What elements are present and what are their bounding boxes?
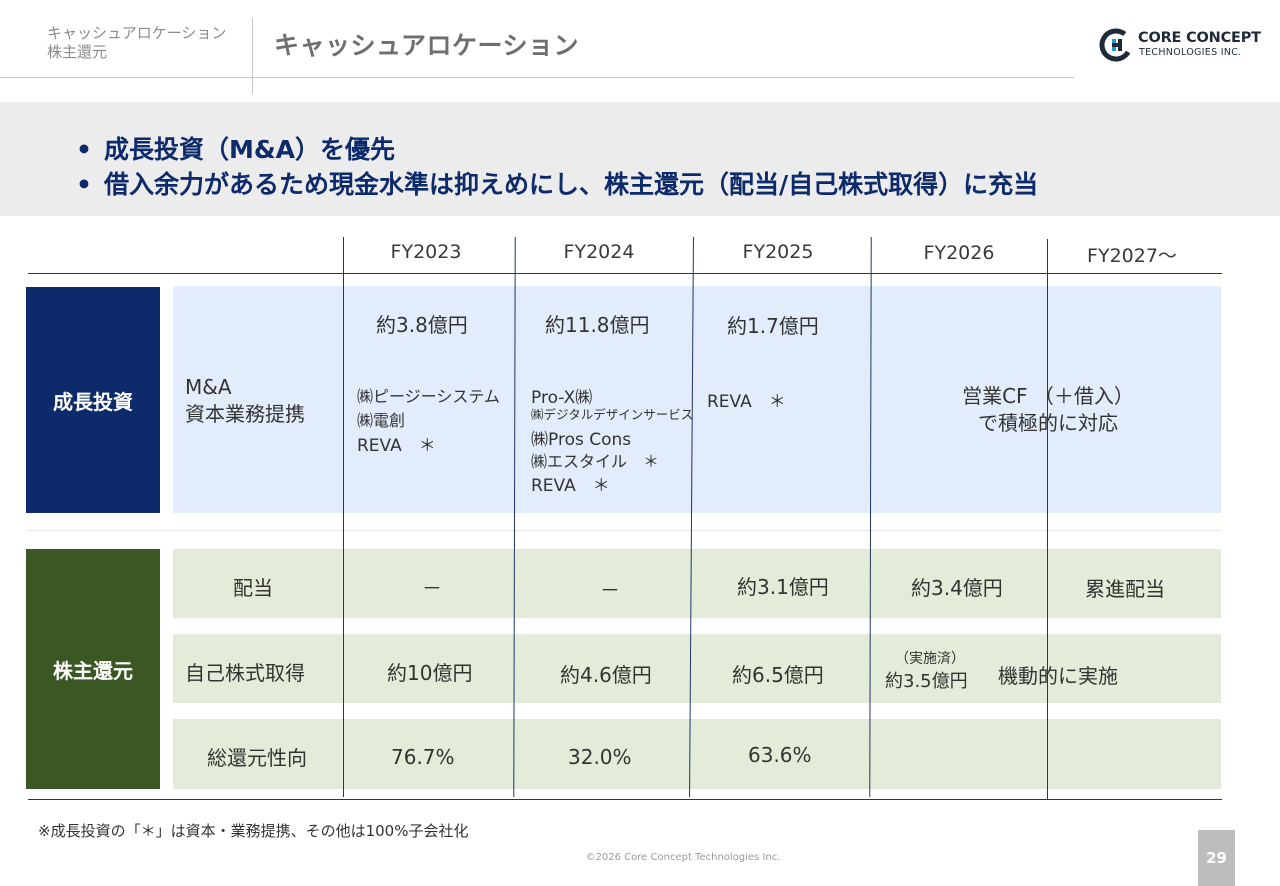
buyback-future: 機動的に実施	[998, 664, 1118, 688]
fy2023-deal-list: ㈱ピージーシステム ㈱電創 REVA ＊	[357, 383, 500, 456]
bullet-1: • 成長投資（M&A）を優先	[76, 130, 395, 166]
key-message-banner	[0, 102, 1280, 216]
payout-label: 総還元性向	[207, 746, 307, 770]
section-separator	[26, 530, 1222, 531]
copyright-text: ©2026 Core Concept Technologies Inc.	[585, 852, 781, 863]
deal-item: REVA ＊	[531, 476, 610, 496]
payout-row-background	[173, 719, 1221, 789]
buyback-fy2024: 約4.6億円	[560, 663, 652, 687]
growth-investment-label: 成長投資	[26, 287, 160, 513]
logo-name: CORE CONCEPT	[1138, 30, 1261, 46]
deal-item: REVA ＊	[357, 436, 436, 456]
buyback-fy2026: 約3.5億円	[885, 671, 968, 692]
page-number: 29	[1198, 830, 1235, 886]
bullet-2: • 借入余力があるため現金水準は抑えめにし、株主還元（配当/自己株式取得）に充当	[76, 165, 1038, 201]
header-rule	[0, 77, 1074, 78]
section-label-2: 株主還元	[47, 43, 108, 61]
deal-item: ㈱エスタイル ＊	[531, 452, 660, 471]
bullet-dot-icon: •	[76, 170, 92, 199]
fy2025-deal-item: REVA ＊	[707, 392, 786, 412]
dividend-row-background	[173, 549, 1221, 618]
year-header-fy2027: FY2027～	[1087, 245, 1177, 267]
deal-item: Pro-X㈱	[531, 388, 593, 408]
buyback-fy2026-note: （実施済）	[895, 651, 965, 667]
dividend-fy2026: 約3.4億円	[911, 576, 1003, 600]
year-header-fy2026: FY2026	[923, 242, 995, 264]
growth-amount-fy2023: 約3.8億円	[376, 313, 468, 337]
page-title: キャッシュアロケーション	[274, 31, 580, 60]
growth-future-line-1: 営業CF （＋借入）	[962, 384, 1134, 408]
buyback-fy2023: 約10億円	[387, 661, 473, 685]
column-divider	[343, 237, 344, 797]
dividend-fy2027: 累進配当	[1085, 577, 1165, 601]
deal-item: ㈱デジタルデザインサービス	[531, 407, 694, 422]
growth-amount-fy2025: 約1.7億円	[727, 314, 819, 338]
payout-fy2023: 76.7%	[391, 745, 455, 769]
growth-sublabel: M&A 資本業務提携	[185, 374, 305, 428]
section-breadcrumb: キャッシュアロケーション 株主還元	[47, 24, 226, 62]
dividend-fy2025: 約3.1億円	[737, 575, 829, 599]
dividend-label: 配当	[233, 576, 273, 600]
growth-sublabel-alliance: 資本業務提携	[185, 402, 305, 426]
payout-fy2024: 32.0%	[568, 745, 632, 769]
bullet-1-text: 成長投資（M&A）を優先	[104, 135, 396, 164]
column-divider	[869, 236, 872, 798]
header-divider	[252, 18, 253, 94]
shareholder-return-label: 株主還元	[26, 549, 160, 789]
buyback-fy2025: 約6.5億円	[732, 663, 824, 687]
year-header-fy2024: FY2024	[563, 241, 635, 263]
table-bottom-rule	[28, 799, 1222, 800]
growth-sublabel-ma: M&A	[185, 375, 232, 399]
deal-item: ㈱Pros Cons	[531, 430, 632, 450]
header-row-rule	[28, 273, 1222, 274]
deal-item: ㈱ピージーシステム	[357, 387, 500, 406]
fy2024-deal-list: Pro-X㈱ ㈱デジタルデザインサービス ㈱Pros Cons ㈱エスタイル ＊…	[531, 383, 694, 496]
company-logo: CORE CONCEPT TECHNOLOGIES INC.	[1098, 27, 1268, 63]
growth-row-background	[173, 286, 1221, 513]
growth-future-line-2: で積極的に対応	[978, 411, 1118, 435]
deal-item: ㈱電創	[357, 411, 406, 430]
payout-fy2025: 63.6%	[748, 743, 812, 767]
bullet-2-text: 借入余力があるため現金水準は抑えめにし、株主還元（配当/自己株式取得）に充当	[104, 170, 1039, 199]
dividend-fy2024: －	[600, 578, 620, 602]
copyright: ©2026 Core Concept Technologies Inc.	[0, 852, 1280, 863]
bullet-dot-icon: •	[76, 135, 92, 164]
growth-amount-fy2024: 約11.8億円	[545, 313, 650, 337]
buyback-row-background	[173, 634, 1221, 703]
buyback-label: 自己株式取得	[185, 661, 305, 685]
logo-subtitle: TECHNOLOGIES INC.	[1139, 47, 1242, 58]
footnote: ※成長投資の「＊」は資本・業務提携、その他は100%子会社化	[38, 822, 469, 840]
dividend-fy2023: －	[422, 576, 442, 600]
year-header-fy2023: FY2023	[390, 241, 462, 263]
logo-mark-icon	[1099, 28, 1133, 62]
section-label-1: キャッシュアロケーション	[47, 24, 227, 42]
year-header-fy2025: FY2025	[742, 241, 814, 263]
column-divider	[1047, 239, 1048, 799]
column-divider	[513, 236, 516, 798]
growth-future-policy: 営業CF （＋借入） で積極的に対応	[918, 383, 1178, 437]
